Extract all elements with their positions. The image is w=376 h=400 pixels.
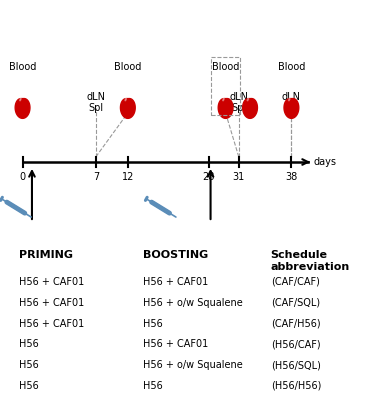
Polygon shape: [218, 98, 233, 118]
Text: Spl: Spl: [284, 103, 299, 113]
Polygon shape: [125, 98, 126, 101]
Text: 28: 28: [203, 172, 215, 182]
Text: 7: 7: [93, 172, 99, 182]
Text: (CAF/SQL): (CAF/SQL): [271, 298, 320, 308]
Text: (H56/H56): (H56/H56): [271, 381, 321, 391]
Text: 31: 31: [233, 172, 245, 182]
Text: H56: H56: [143, 381, 163, 391]
Text: days: days: [314, 157, 337, 167]
Text: 0: 0: [20, 172, 26, 182]
Polygon shape: [20, 98, 21, 101]
Text: H56 + o/w Squalene: H56 + o/w Squalene: [143, 360, 243, 370]
Text: Spl: Spl: [88, 103, 103, 113]
Text: (H56/SQL): (H56/SQL): [271, 360, 321, 370]
Text: 38: 38: [285, 172, 297, 182]
Polygon shape: [284, 98, 299, 118]
Text: Blood: Blood: [212, 62, 239, 72]
Text: H56 + o/w Squalene: H56 + o/w Squalene: [143, 298, 243, 308]
Text: H56: H56: [19, 339, 39, 350]
Polygon shape: [247, 98, 249, 101]
Text: H56 + CAF01: H56 + CAF01: [19, 318, 84, 329]
Polygon shape: [288, 98, 290, 101]
Text: Blood: Blood: [114, 62, 141, 72]
Text: dLN: dLN: [282, 92, 301, 102]
Polygon shape: [120, 98, 135, 118]
Text: Blood: Blood: [9, 62, 36, 72]
Text: PRIMING: PRIMING: [19, 250, 73, 260]
Text: dLN: dLN: [229, 92, 248, 102]
Text: Schedule
abbreviation: Schedule abbreviation: [271, 250, 350, 272]
Text: dLN: dLN: [86, 92, 105, 102]
Text: Blood: Blood: [278, 62, 305, 72]
Text: Spl: Spl: [231, 103, 246, 113]
Polygon shape: [223, 98, 224, 101]
Text: H56: H56: [19, 381, 39, 391]
Text: 12: 12: [122, 172, 134, 182]
Text: BOOSTING: BOOSTING: [143, 250, 208, 260]
Text: H56 + CAF01: H56 + CAF01: [19, 298, 84, 308]
Text: (CAF/CAF): (CAF/CAF): [271, 277, 320, 287]
Text: (H56/CAF): (H56/CAF): [271, 339, 320, 350]
Polygon shape: [15, 98, 30, 118]
Text: H56 + CAF01: H56 + CAF01: [19, 277, 84, 287]
Text: H56 + CAF01: H56 + CAF01: [143, 277, 208, 287]
Text: H56: H56: [143, 318, 163, 329]
Polygon shape: [243, 98, 258, 118]
Text: H56 + CAF01: H56 + CAF01: [143, 339, 208, 350]
Text: (CAF/H56): (CAF/H56): [271, 318, 320, 329]
Text: H56: H56: [19, 360, 39, 370]
